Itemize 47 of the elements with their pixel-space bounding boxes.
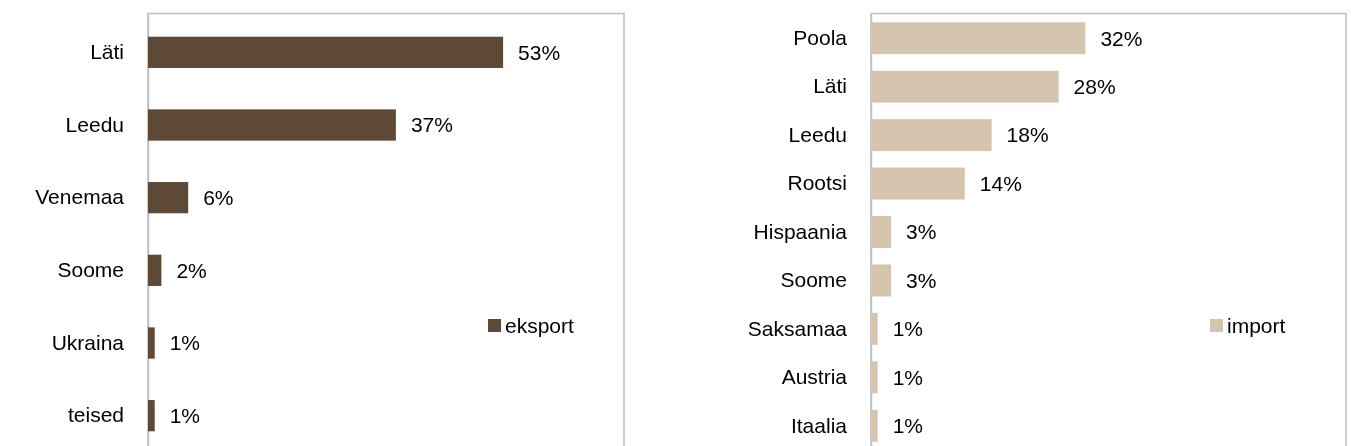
bar (871, 312, 878, 345)
data-label: 3% (906, 268, 937, 292)
y-tick-label: Hispaania (753, 219, 848, 243)
y-tick-label: Läti (90, 40, 124, 64)
y-tick-label: Leedu (65, 112, 124, 136)
y-tick-label: teised (67, 403, 124, 427)
bar (148, 327, 155, 359)
data-label: 6% (203, 186, 234, 210)
data-label: 1% (169, 331, 201, 355)
bar (148, 109, 396, 141)
bar (871, 409, 878, 442)
y-tick-label: Soome (780, 268, 847, 292)
data-label: 1% (892, 414, 924, 438)
data-label: 28% (1073, 75, 1116, 99)
data-label: 1% (169, 404, 201, 428)
bar (148, 400, 155, 432)
data-label: 14% (979, 171, 1022, 195)
data-label: 53% (518, 40, 561, 64)
bar (871, 22, 1086, 55)
y-tick-label: Venemaa (35, 185, 125, 209)
data-label: 1% (892, 365, 924, 389)
bar (148, 254, 162, 286)
y-tick-label: Rootsi (787, 171, 847, 195)
y-tick-label: Leedu (788, 122, 847, 146)
bar (871, 119, 992, 152)
y-tick-label: Saksamaa (747, 316, 848, 340)
bar (871, 70, 1059, 103)
data-label: 1% (892, 317, 924, 341)
legend-label: import (1227, 314, 1286, 338)
y-tick-label: Austria (781, 365, 848, 389)
legend-label: eksport (505, 314, 575, 338)
y-tick-label: Poola (793, 25, 848, 49)
data-label: 32% (1100, 26, 1143, 50)
bar (871, 167, 965, 200)
y-tick-label: Läti (813, 74, 847, 98)
y-tick-label: Ukraina (51, 330, 125, 354)
y-tick-label: Soome (57, 258, 124, 282)
data-label: 3% (906, 220, 937, 244)
data-label: 18% (1006, 123, 1049, 147)
bar (148, 182, 189, 214)
bar (871, 264, 892, 297)
bar (148, 36, 504, 68)
data-label: 2% (176, 258, 207, 282)
bar (871, 361, 878, 394)
y-tick-label: Itaalia (790, 413, 848, 437)
data-label: 37% (410, 113, 453, 137)
bar (871, 216, 892, 248)
